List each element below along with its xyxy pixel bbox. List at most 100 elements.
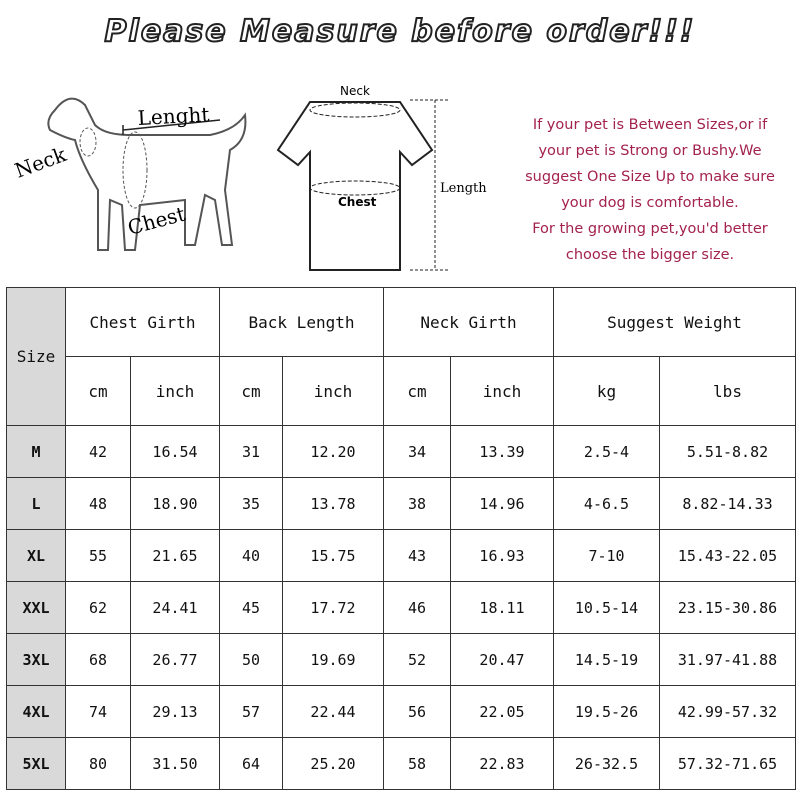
value-cell: 14.96 xyxy=(450,477,554,530)
value-cell: 15.75 xyxy=(282,529,384,582)
group-header: Suggest Weight xyxy=(553,287,796,357)
table-row: XL 55 21.65 40 15.75 43 16.93 7-10 15.43-22.05 xyxy=(6,529,796,582)
value-cell: 38 xyxy=(383,477,451,530)
group-header: Neck Girth xyxy=(383,287,554,357)
value-cell: 31.97-41.88 xyxy=(659,633,796,686)
value-cell: 18.11 xyxy=(450,581,554,634)
note-line: If your pet is Between Sizes,or if xyxy=(532,117,768,133)
value-cell: 50 xyxy=(219,633,283,686)
value-cell: 16.54 xyxy=(130,425,220,478)
dog-measure-illustration: Neck Lenght Chest xyxy=(12,97,247,251)
value-cell: 25.20 xyxy=(282,737,384,790)
value-cell: 14.5-19 xyxy=(553,633,660,686)
note-line: For the growing pet,you'd better xyxy=(532,221,768,237)
value-cell: 45 xyxy=(219,581,283,634)
value-cell: 26-32.5 xyxy=(553,737,660,790)
value-cell: 7-10 xyxy=(553,529,660,582)
size-cell: L xyxy=(6,477,66,530)
value-cell: 58 xyxy=(383,737,451,790)
value-cell: 55 xyxy=(65,529,131,582)
shirt-neck-label: Neck xyxy=(340,84,370,98)
size-cell: 3XL xyxy=(6,633,66,686)
value-cell: 21.65 xyxy=(130,529,220,582)
value-cell: 42 xyxy=(65,425,131,478)
group-header: Back Length xyxy=(219,287,384,357)
unit-header: cm xyxy=(219,356,283,426)
value-cell: 35 xyxy=(219,477,283,530)
group-header: Chest Girth xyxy=(65,287,220,357)
value-cell: 74 xyxy=(65,685,131,738)
shirt-measure-illustration: Neck Chest Length xyxy=(276,84,487,271)
value-cell: 68 xyxy=(65,633,131,686)
value-cell: 57.32-71.65 xyxy=(659,737,796,790)
size-cell: M xyxy=(6,425,66,478)
value-cell: 2.5-4 xyxy=(553,425,660,478)
value-cell: 31.50 xyxy=(130,737,220,790)
table-row: 3XL 68 26.77 50 19.69 52 20.47 14.5-19 31.97-41.… xyxy=(6,633,796,686)
size-cell: 5XL xyxy=(6,737,66,790)
value-cell: 26.77 xyxy=(130,633,220,686)
value-cell: 64 xyxy=(219,737,283,790)
table-row: XXL 62 24.41 45 17.72 46 18.11 10.5-14 23.15-30.… xyxy=(6,581,796,634)
value-cell: 22.83 xyxy=(450,737,554,790)
size-cell: 4XL xyxy=(6,685,66,738)
value-cell: 12.20 xyxy=(282,425,384,478)
dog-outline xyxy=(47,97,247,251)
value-cell: 43 xyxy=(383,529,451,582)
value-cell: 46 xyxy=(383,581,451,634)
unit-header-row: cm inch cm inch cm inch kg lbs xyxy=(7,356,796,426)
value-cell: 19.5-26 xyxy=(553,685,660,738)
neck-measure-loop xyxy=(79,127,97,157)
table-row: 4XL 74 29.13 57 22.44 56 22.05 19.5-26 42.99-57.… xyxy=(6,685,796,738)
value-cell: 23.15-30.86 xyxy=(659,581,796,634)
unit-header: inch xyxy=(130,356,220,426)
value-cell: 5.51-8.82 xyxy=(659,425,796,478)
chest-measure-loop xyxy=(122,131,148,209)
value-cell: 4-6.5 xyxy=(553,477,660,530)
value-cell: 42.99-57.32 xyxy=(659,685,796,738)
value-cell: 13.78 xyxy=(282,477,384,530)
dog-neck-label: Neck xyxy=(12,142,71,183)
shirt-neck-loop xyxy=(309,102,401,118)
value-cell: 10.5-14 xyxy=(553,581,660,634)
shirt-outline xyxy=(276,101,434,271)
table-row: 5XL 80 31.50 64 25.20 58 22.83 26-32.5 57.32-71.… xyxy=(6,737,796,790)
value-cell: 18.90 xyxy=(130,477,220,530)
dog-chest-label: Chest xyxy=(125,202,188,240)
value-cell: 16.93 xyxy=(450,529,554,582)
value-cell: 20.47 xyxy=(450,633,554,686)
unit-header: lbs xyxy=(659,356,796,426)
value-cell: 22.44 xyxy=(282,685,384,738)
value-cell: 62 xyxy=(65,581,131,634)
unit-header: cm xyxy=(383,356,451,426)
unit-header: kg xyxy=(553,356,660,426)
unit-header: inch xyxy=(450,356,554,426)
shirt-chest-loop xyxy=(309,180,401,196)
value-cell: 40 xyxy=(219,529,283,582)
shirt-chest-label: Chest xyxy=(338,195,377,209)
group-header-row: Size Chest Girth Back Length Neck Girth … xyxy=(6,287,796,426)
unit-header: cm xyxy=(65,356,131,426)
note-line: suggest One Size Up to make sure xyxy=(525,169,775,185)
value-cell: 56 xyxy=(383,685,451,738)
table-row: L 48 18.90 35 13.78 38 14.96 4-6.5 8.82-14.33 xyxy=(6,477,796,530)
shirt-length-label: Length xyxy=(440,181,487,196)
value-cell: 57 xyxy=(219,685,283,738)
value-cell: 17.72 xyxy=(282,581,384,634)
size-cell: XL xyxy=(6,529,66,582)
value-cell: 52 xyxy=(383,633,451,686)
value-cell: 19.69 xyxy=(282,633,384,686)
sizing-advice: If your pet is Between Sizes,or if your … xyxy=(500,112,800,268)
size-cell: XXL xyxy=(6,581,66,634)
note-line: your pet is Strong or Bushy.We xyxy=(538,143,762,159)
note-line: choose the bigger size. xyxy=(565,247,735,263)
value-cell: 48 xyxy=(65,477,131,530)
page-title: Please Measure before order!!! xyxy=(104,13,696,50)
value-cell: 22.05 xyxy=(450,685,554,738)
note-line: your dog is comfortable. xyxy=(561,195,739,211)
value-cell: 8.82-14.33 xyxy=(659,477,796,530)
value-cell: 13.39 xyxy=(450,425,554,478)
value-cell: 29.13 xyxy=(130,685,220,738)
dog-length-label: Lenght xyxy=(137,102,210,130)
size-header: Size xyxy=(6,287,66,426)
